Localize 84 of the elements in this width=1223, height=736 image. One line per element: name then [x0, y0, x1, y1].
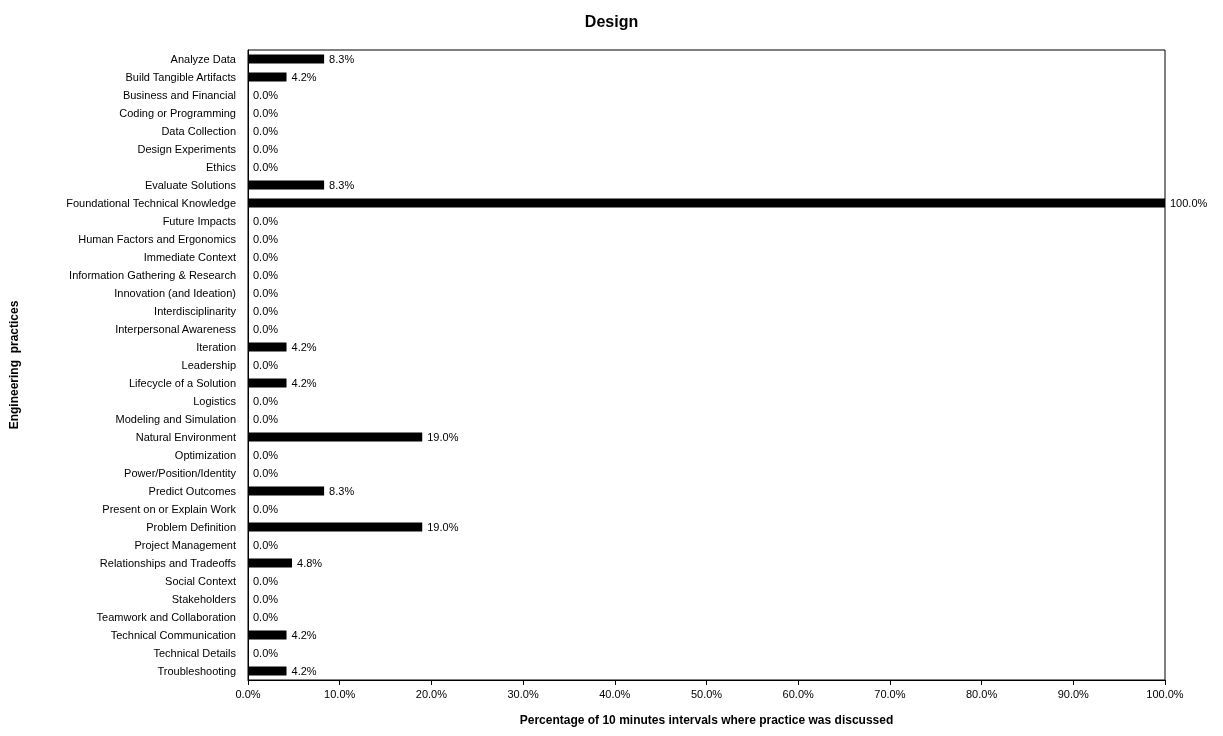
y-axis-title: Engineering practices [7, 300, 21, 430]
y-tick-label: Project Management [134, 539, 236, 551]
y-tick-label: Teamwork and Collaboration [96, 611, 236, 623]
y-tick-label: Leadership [181, 359, 236, 371]
y-tick-label: Technical Communication [110, 629, 236, 641]
chart-title: Design [584, 12, 639, 30]
data-label: 0.0% [253, 251, 279, 263]
data-label: 0.0% [253, 539, 279, 551]
data-label: 0.0% [253, 107, 279, 119]
data-label: 0.0% [253, 269, 279, 281]
data-label: 0.0% [253, 89, 279, 101]
y-tick-label: Build Tangible Artifacts [125, 71, 237, 83]
data-label: 0.0% [253, 575, 279, 587]
x-tick-label: 10.0% [324, 687, 356, 700]
y-tick-label: Ethics [206, 161, 237, 173]
y-tick-label: Relationships and Tradeoffs [99, 557, 237, 569]
y-tick-label: Foundational Technical Knowledge [66, 197, 236, 209]
x-tick-label: 70.0% [874, 687, 906, 700]
data-label: 0.0% [253, 593, 279, 605]
x-axis-title: Percentage of 10 minutes intervals where practice was discussed [519, 713, 894, 727]
data-label: 0.0% [253, 449, 279, 461]
y-tick-label: Optimization [174, 449, 236, 461]
data-label: 4.2% [291, 665, 317, 677]
y-tick-label: Troubleshooting [157, 665, 236, 677]
y-tick-label: Innovation (and Ideation) [114, 287, 236, 299]
data-label: 4.2% [291, 341, 317, 353]
data-label: 0.0% [253, 647, 279, 659]
data-label: 0.0% [253, 395, 279, 407]
data-label: 0.0% [253, 305, 279, 317]
y-tick-label: Coding or Programming [119, 107, 236, 119]
y-tick-label: Future Impacts [162, 215, 237, 227]
data-label: 0.0% [253, 467, 279, 479]
data-label: 0.0% [253, 323, 279, 335]
y-tick-label: Evaluate Solutions [144, 179, 237, 191]
y-tick-label: Human Factors and Ergonomics [78, 233, 237, 245]
data-label: 0.0% [253, 413, 279, 425]
data-label: 19.0% [427, 431, 459, 443]
y-tick-label: Problem Definition [146, 521, 236, 533]
y-tick-label: Business and Financial [122, 89, 236, 101]
y-tick-label: Analyze Data [170, 53, 237, 65]
x-tick-label: 50.0% [690, 687, 723, 700]
data-label: 0.0% [253, 359, 279, 371]
y-tick-label: Technical Details [153, 647, 237, 659]
data-label: 4.2% [291, 71, 317, 83]
x-tick-label: 0.0% [235, 687, 261, 700]
data-label: 0.0% [253, 125, 279, 137]
y-tick-label: Logistics [193, 395, 237, 407]
data-label: 0.0% [253, 611, 279, 623]
x-tick-label: 60.0% [782, 687, 815, 700]
y-tick-label: Design Experiments [137, 143, 237, 155]
y-tick-label: Data Collection [161, 125, 236, 137]
y-tick-label: Predict Outcomes [148, 485, 237, 497]
y-tick-label: Immediate Context [143, 251, 236, 263]
data-label: 0.0% [253, 161, 279, 173]
y-tick-label: Interpersonal Awareness [115, 323, 237, 335]
data-label: 8.3% [329, 53, 355, 65]
data-label: 4.8% [297, 557, 323, 569]
data-label: 0.0% [253, 215, 279, 227]
data-label: 19.0% [427, 521, 459, 533]
data-label: 0.0% [253, 287, 279, 299]
data-label: 4.2% [291, 377, 317, 389]
y-tick-label: Lifecycle of a Solution [128, 377, 236, 389]
data-label: 100.0% [1170, 197, 1208, 209]
x-tick-label: 100.0% [1146, 687, 1184, 700]
x-tick-label: 20.0% [415, 687, 448, 700]
y-tick-label: Interdisciplinarity [154, 305, 237, 317]
y-tick-label: Natural Environment [135, 431, 236, 443]
x-tick-label: 90.0% [1057, 687, 1090, 700]
y-tick-label: Social Context [165, 575, 236, 587]
data-label: 0.0% [253, 503, 279, 515]
y-tick-label: Information Gathering & Research [69, 269, 236, 281]
data-label: 4.2% [291, 629, 317, 641]
y-tick-label: Present on or Explain Work [102, 503, 237, 515]
x-tick-label: 30.0% [507, 687, 539, 700]
data-label: 8.3% [329, 485, 355, 497]
x-tick-label: 40.0% [599, 687, 631, 700]
x-tick-label: 80.0% [966, 687, 998, 700]
y-tick-label: Iteration [196, 341, 236, 353]
y-tick-label: Power/Position/Identity [124, 467, 237, 479]
data-label: 0.0% [253, 233, 279, 245]
y-tick-label: Modeling and Simulation [115, 413, 236, 425]
y-tick-label: Stakeholders [171, 593, 237, 605]
data-label: 8.3% [329, 179, 355, 191]
data-label: 0.0% [253, 143, 279, 155]
